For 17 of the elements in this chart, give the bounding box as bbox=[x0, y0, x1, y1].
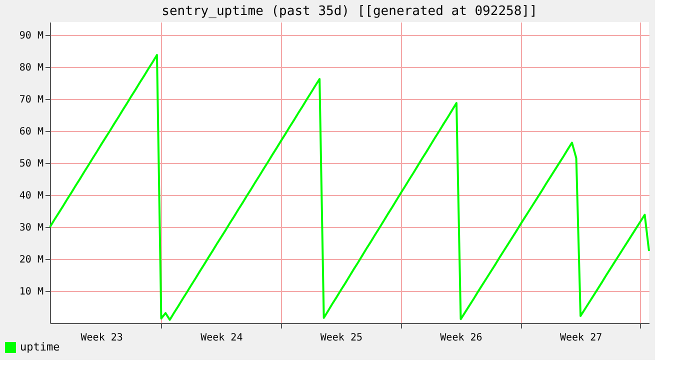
x-tick-label: Week 27 bbox=[560, 332, 602, 344]
legend-label: uptime bbox=[20, 340, 60, 354]
x-tick-label: Week 24 bbox=[200, 332, 243, 344]
y-tick-label: 30 M bbox=[19, 222, 44, 234]
y-tick-label: 10 M bbox=[19, 286, 44, 298]
y-tick-label: 40 M bbox=[19, 190, 44, 202]
y-tick-label: 50 M bbox=[19, 158, 44, 170]
x-tick-label: Week 23 bbox=[80, 332, 123, 344]
y-tick-label: 90 M bbox=[19, 30, 44, 42]
y-tick-label: 20 M bbox=[19, 254, 44, 266]
y-tick-label: 70 M bbox=[19, 94, 44, 106]
x-tick-label: Week 25 bbox=[320, 332, 363, 344]
x-tick-label: Week 26 bbox=[440, 332, 482, 344]
chart-title: sentry_uptime (past 35d) [[generated at 092258]] bbox=[162, 4, 538, 19]
y-tick-label: 80 M bbox=[19, 62, 44, 74]
y-tick-label: 60 M bbox=[19, 126, 44, 138]
line-series bbox=[49, 54, 650, 321]
